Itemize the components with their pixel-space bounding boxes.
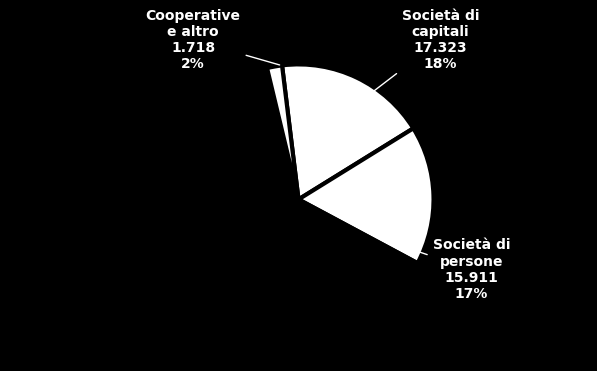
Text: Cooperative
e altro
1.718
2%: Cooperative e altro 1.718 2% [146, 9, 279, 71]
Wedge shape [164, 68, 417, 335]
Wedge shape [267, 65, 298, 200]
Text: Società di
capitali
17.323
18%: Società di capitali 17.323 18% [361, 9, 479, 101]
Text: Società di
persone
15.911
17%: Società di persone 15.911 17% [407, 238, 510, 301]
Wedge shape [282, 65, 413, 200]
Wedge shape [298, 128, 433, 263]
